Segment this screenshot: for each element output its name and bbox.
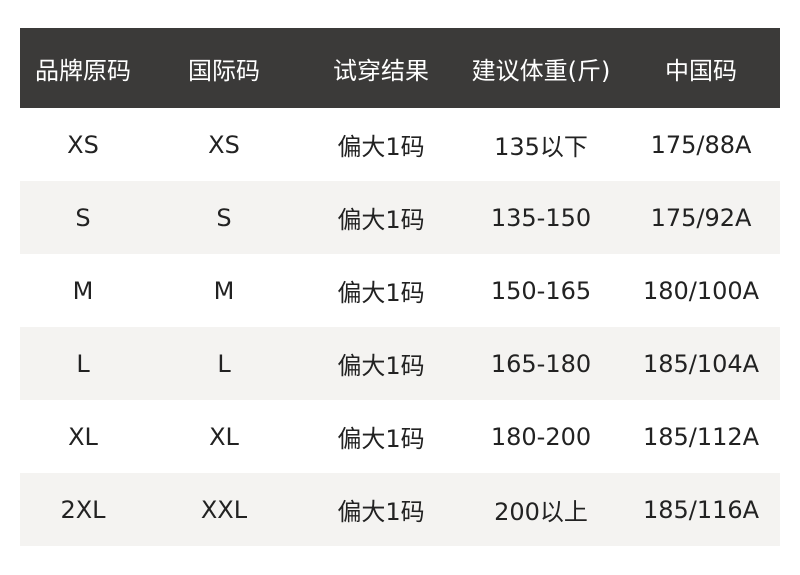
table-cell: 180/100A <box>642 276 760 305</box>
table-cell: 135-150 <box>490 203 592 232</box>
table-cell: 150-165 <box>490 276 592 305</box>
header-cell: 建议体重(斤) <box>471 56 611 85</box>
table-cell: 偏大1码 <box>337 279 425 307</box>
header-cell: 国际码 <box>188 56 260 85</box>
table-cell: 偏大1码 <box>337 352 425 380</box>
table-cell: XL <box>209 422 239 451</box>
table-cell: M <box>72 276 94 305</box>
table-cell: 偏大1码 <box>337 133 425 161</box>
table-cell: XXL <box>200 495 248 524</box>
table-cell: 175/92A <box>650 203 752 232</box>
table-cell: 偏大1码 <box>337 425 425 453</box>
table-row: XS XS 偏大1码 135以下 175/88A <box>20 108 780 181</box>
table-cell: 偏大1码 <box>337 498 425 526</box>
header-cell: 中国码 <box>665 56 737 85</box>
table-cell: 185/112A <box>642 422 760 451</box>
table-cell: 185/116A <box>642 495 760 524</box>
table-row: S S 偏大1码 135-150 175/92A <box>20 181 780 254</box>
table-cell: L <box>217 349 231 378</box>
table-cell: 偏大1码 <box>337 206 425 234</box>
table-cell: 185/104A <box>642 349 760 378</box>
size-table: 品牌原码 国际码 试穿结果 建议体重(斤) 中国码 XS XS 偏大1码 135以下 175/88… <box>20 28 780 546</box>
table-cell: L <box>76 349 90 378</box>
table-cell: M <box>213 276 235 305</box>
table-cell: S <box>75 203 91 232</box>
table-cell: 135以下 <box>494 133 588 161</box>
header-row: 品牌原码 国际码 试穿结果 建议体重(斤) 中国码 <box>20 28 780 108</box>
table-cell: XS <box>208 130 240 159</box>
table-row: 2XL XXL 偏大1码 200以上 185/116A <box>20 473 780 546</box>
table-cell: S <box>216 203 232 232</box>
header-cell: 试穿结果 <box>333 56 429 85</box>
table-cell: 165-180 <box>490 349 592 378</box>
table-row: M M 偏大1码 150-165 180/100A <box>20 254 780 327</box>
table-row: L L 偏大1码 165-180 185/104A <box>20 327 780 400</box>
table-row: XL XL 偏大1码 180-200 185/112A <box>20 400 780 473</box>
header-cell: 品牌原码 <box>35 56 131 85</box>
table-cell: 2XL <box>60 495 106 524</box>
table-cell: 200以上 <box>494 498 588 526</box>
table-cell: XL <box>68 422 98 451</box>
table-cell: XS <box>67 130 99 159</box>
table-cell: 175/88A <box>650 130 752 159</box>
table-cell: 180-200 <box>490 422 592 451</box>
